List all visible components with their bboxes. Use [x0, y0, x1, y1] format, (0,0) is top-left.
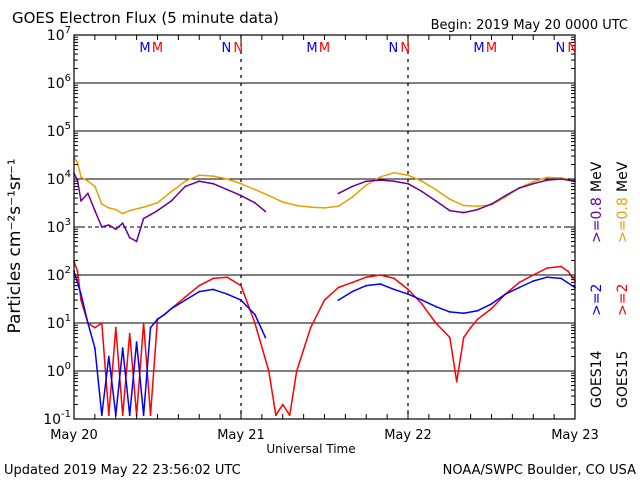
y-tick-label: 106	[47, 73, 71, 92]
y-tick-exponent: -1	[61, 409, 71, 420]
legend-unit: MeV	[615, 161, 631, 192]
series-layer	[73, 156, 576, 417]
series-goes14-2-mev	[73, 270, 576, 417]
y-tick-base: 10	[47, 124, 65, 140]
mn-marker: N	[567, 41, 577, 56]
y-tick-base: 10	[43, 412, 61, 428]
series-line	[73, 157, 576, 215]
y-tick-exponent: 1	[65, 313, 71, 324]
mn-marker: M	[152, 41, 163, 56]
y-tick-label: 100	[47, 361, 71, 380]
y-axis-label: Particles cm⁻²s⁻¹sr⁻¹	[5, 158, 25, 333]
legend-energy: >=2	[589, 284, 605, 316]
series-line	[73, 270, 576, 416]
plot-border	[73, 34, 576, 420]
y-tick-base: 10	[47, 268, 65, 284]
series-goes15-2-mev	[73, 260, 576, 417]
y-tick-exponent: 2	[65, 265, 71, 276]
legend-unit: MeV	[589, 161, 605, 192]
begin-time-label: Begin: 2019 May 20 0000 UTC	[431, 18, 628, 33]
mn-marker: N	[556, 41, 566, 56]
y-tick-exponent: 7	[65, 25, 71, 36]
x-tick-label: May 20	[50, 428, 98, 443]
y-tick-exponent: 0	[65, 361, 71, 372]
mn-marker: M	[306, 41, 317, 56]
plot-grid	[74, 35, 575, 419]
mn-marker: N	[222, 41, 232, 56]
legend-high-energy: >=0.8	[589, 197, 605, 243]
legend-high-energy: >=0.8	[615, 197, 631, 243]
y-tick-exponent: 5	[65, 121, 71, 132]
credit-label: NOAA/SWPC Boulder, CO USA	[443, 463, 636, 478]
legend-satellite: GOES15	[615, 351, 631, 408]
mn-marker: N	[400, 41, 410, 56]
y-tick-exponent: 4	[65, 169, 71, 180]
y-tick-base: 10	[47, 172, 65, 188]
legend-satellite: GOES14	[589, 350, 605, 408]
mn-marker: M	[486, 41, 497, 56]
y-tick-label: 104	[47, 169, 71, 188]
y-tick-label: 102	[47, 265, 71, 284]
y-tick-label: 105	[47, 121, 71, 140]
y-tick-exponent: 6	[65, 73, 71, 84]
plot-frame	[73, 34, 576, 420]
series-goes14-0-8-mev	[73, 172, 576, 243]
legend-energy: >=2	[615, 284, 631, 316]
x-tick-label: May 22	[384, 428, 432, 443]
y-tick-base: 10	[47, 28, 65, 44]
y-tick-label: 103	[47, 217, 71, 236]
mn-marker: M	[319, 41, 330, 56]
mn-marker: N	[233, 41, 243, 56]
y-tick-base: 10	[47, 76, 65, 92]
legend: GOES14 >=2 >=0.8 GOES15 >=2 >=0.8 MeV MeV	[589, 161, 631, 408]
y-tick-label: 10-1	[43, 409, 71, 428]
y-tick-label: 101	[47, 313, 71, 332]
y-tick-base: 10	[47, 316, 65, 332]
updated-timestamp: Updated 2019 May 22 23:56:02 UTC	[4, 463, 241, 478]
y-tick-base: 10	[47, 364, 65, 380]
x-tick-label: May 21	[217, 428, 265, 443]
y-tick-label: 107	[47, 25, 71, 44]
x-axis-label: Universal Time	[266, 442, 355, 456]
series-line	[73, 261, 576, 416]
chart-title: GOES Electron Flux (5 minute data)	[12, 9, 279, 27]
mn-marker: M	[139, 41, 150, 56]
mn-marker: M	[473, 41, 484, 56]
y-tick-base: 10	[47, 220, 65, 236]
series-goes15-0-8-mev	[73, 156, 576, 215]
series-line	[73, 173, 576, 243]
x-tick-label: May 23	[551, 428, 599, 443]
x-axis-ticks: May 20 May 21 May 22 May 23	[50, 35, 599, 443]
y-tick-exponent: 3	[65, 217, 71, 228]
mn-marker: N	[389, 41, 399, 56]
